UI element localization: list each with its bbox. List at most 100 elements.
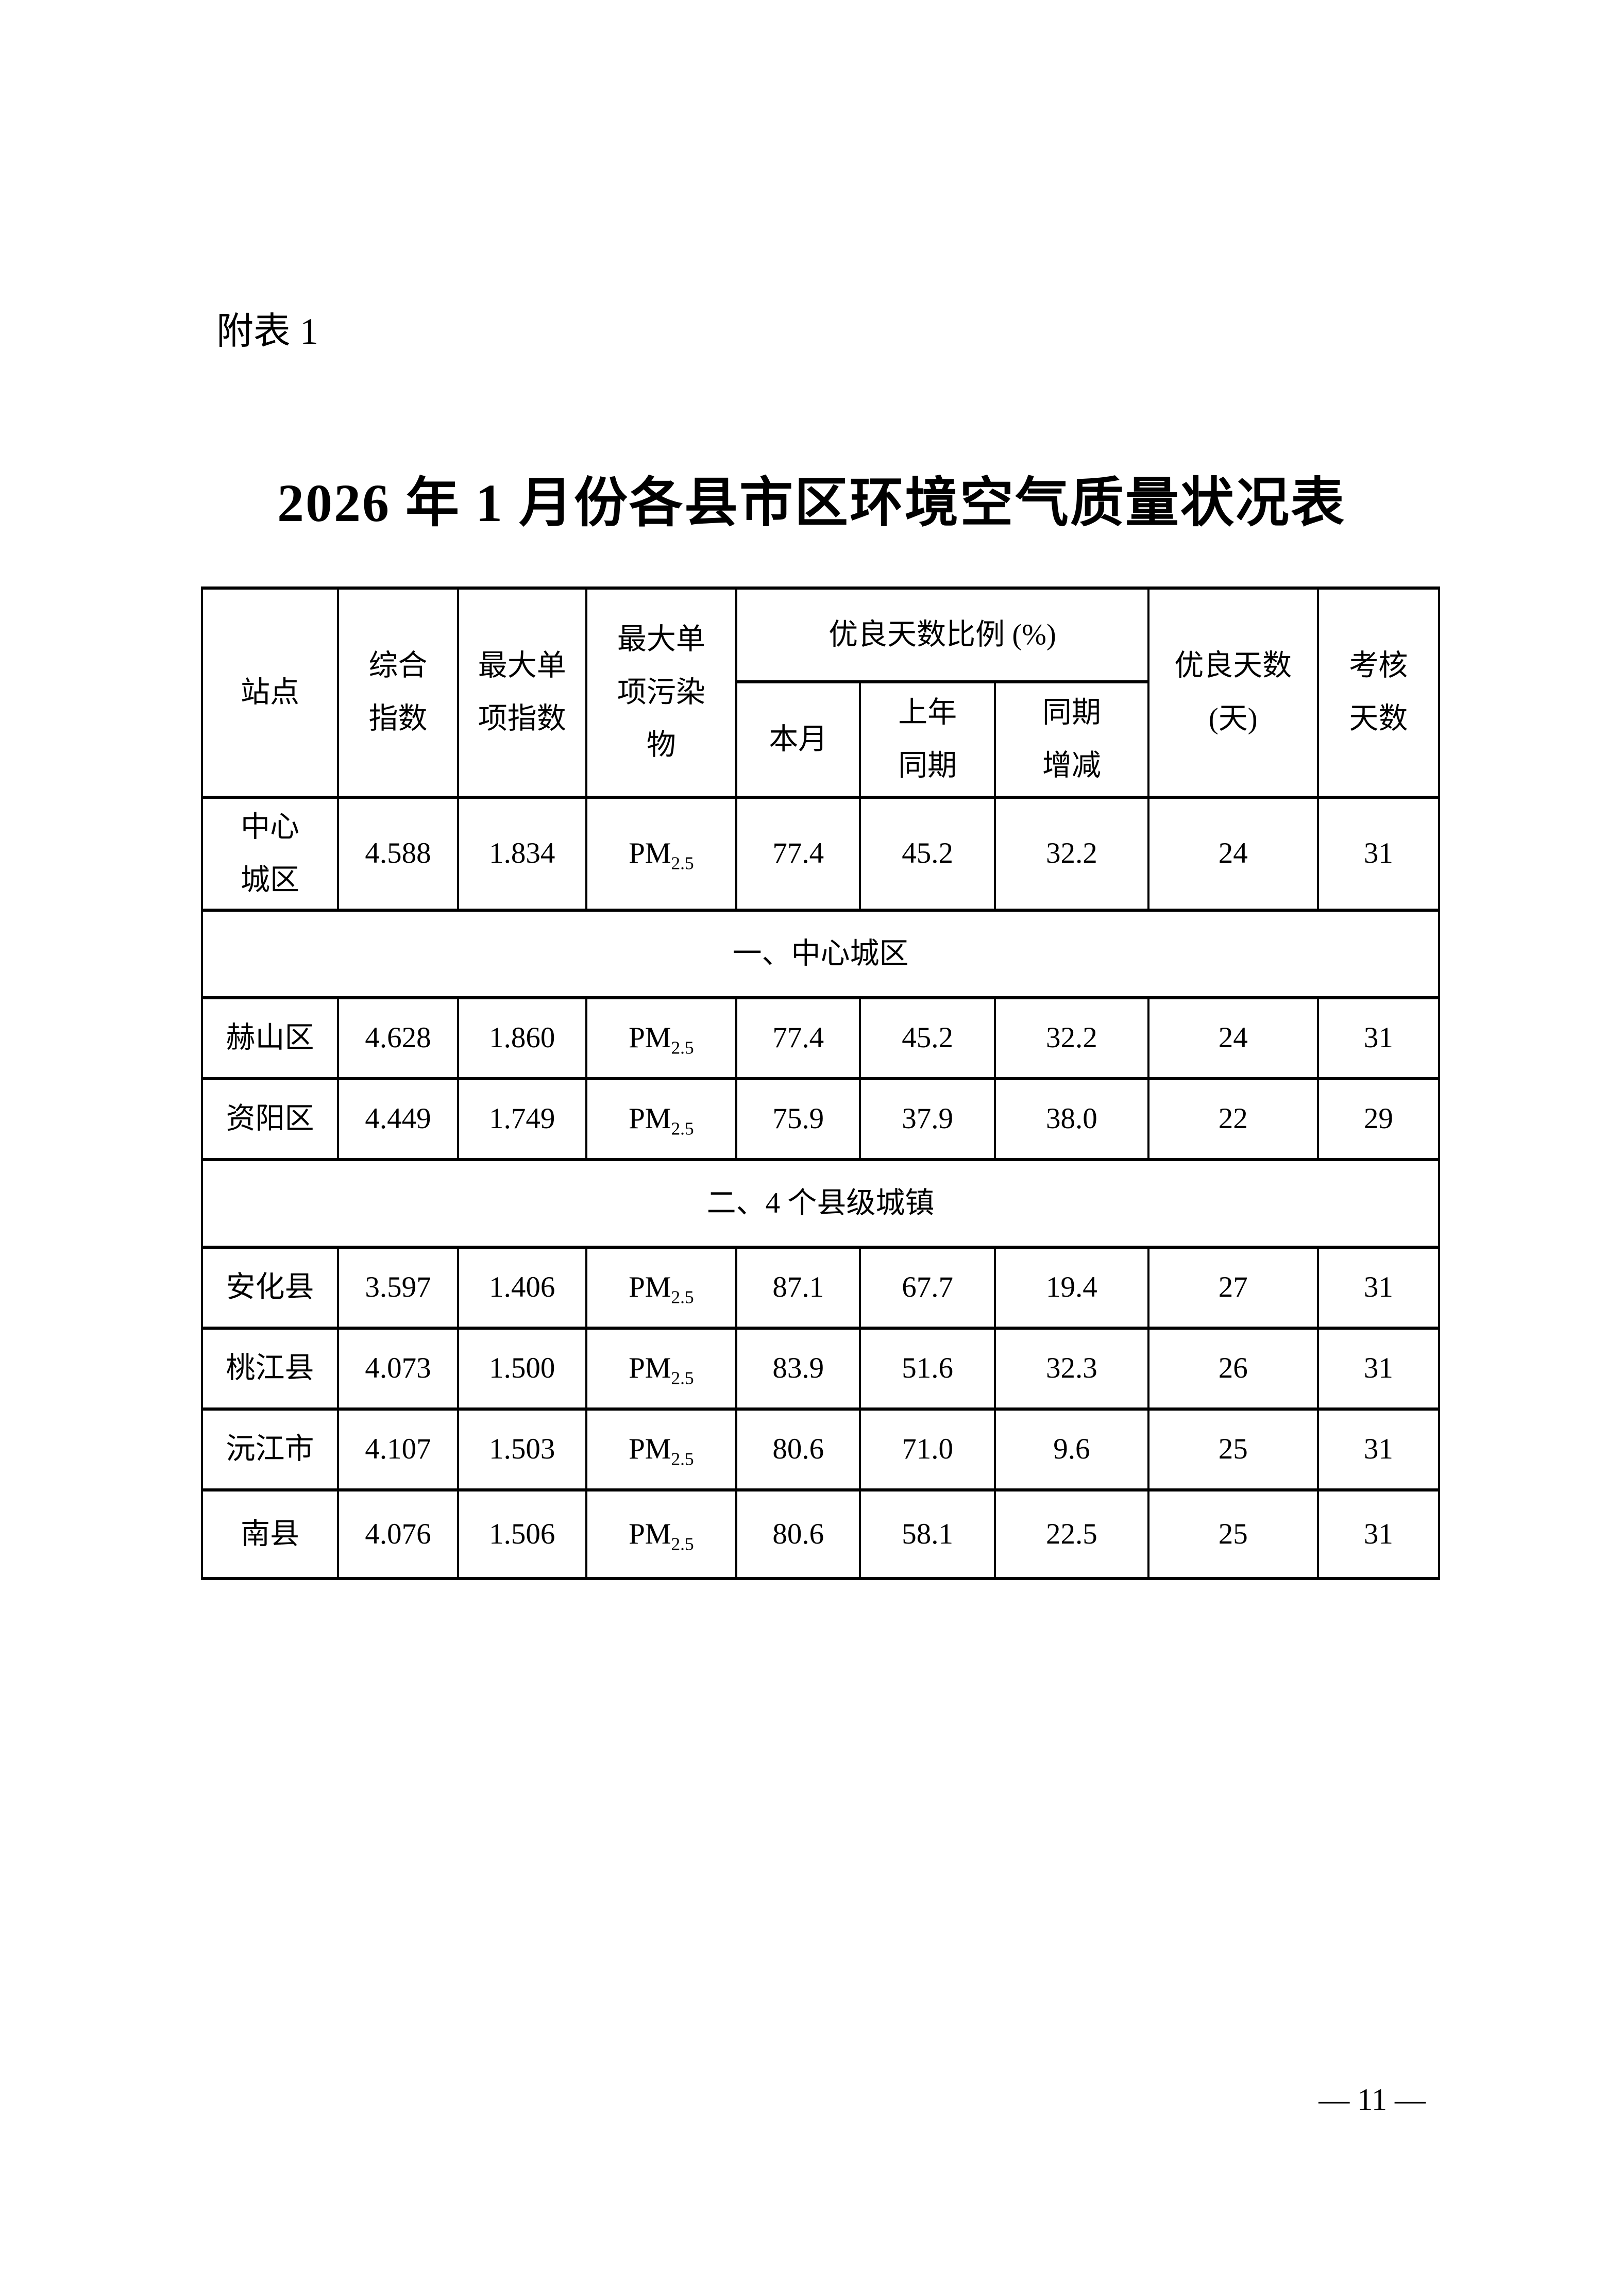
cell-composite-index: 3.597 xyxy=(337,1246,459,1330)
section-label: 一、中心城区 xyxy=(201,909,1440,999)
table-row: 桃江县 4.073 1.500 PM2.5 83.9 51.6 32.3 26 … xyxy=(200,1327,1441,1411)
pollutant-subscript: 2.5 xyxy=(671,853,694,874)
cell-max-single-index: 1.506 xyxy=(457,1488,587,1580)
cell-station: 安化县 xyxy=(200,1246,340,1330)
cell-good-days: 24 xyxy=(1147,796,1319,912)
cell-assessment-days: 31 xyxy=(1316,796,1441,912)
cell-last-year: 67.7 xyxy=(859,1246,996,1330)
section-row: 二、4 个县级城镇 xyxy=(201,1158,1440,1249)
cell-change: 32.3 xyxy=(994,1327,1149,1411)
cell-station: 资阳区 xyxy=(200,1077,340,1161)
cell-good-days: 22 xyxy=(1147,1077,1319,1161)
cell-this-month: 75.9 xyxy=(735,1077,861,1161)
pollutant-base: PM xyxy=(629,1271,671,1304)
cell-assessment-days: 31 xyxy=(1316,1327,1441,1411)
pollutant-subscript: 2.5 xyxy=(671,1037,694,1058)
cell-last-year: 45.2 xyxy=(859,996,996,1080)
cell-pollutant: PM2.5 xyxy=(585,1246,738,1330)
cell-change: 19.4 xyxy=(994,1246,1149,1330)
pollutant-subscript: 2.5 xyxy=(671,1449,694,1469)
cell-station: 沅江市 xyxy=(200,1407,340,1491)
pollutant-base: PM xyxy=(629,1517,671,1550)
cell-this-month: 87.1 xyxy=(735,1246,861,1330)
cell-max-single-index: 1.406 xyxy=(457,1246,587,1330)
cell-station: 桃江县 xyxy=(200,1327,340,1411)
table-row: 赫山区 4.628 1.860 PM2.5 77.4 45.2 32.2 24 … xyxy=(200,996,1441,1080)
header-this-month: 本月 xyxy=(735,680,861,799)
cell-pollutant: PM2.5 xyxy=(585,796,738,912)
cell-max-single-index: 1.503 xyxy=(457,1407,587,1491)
cell-pollutant: PM2.5 xyxy=(585,1407,738,1491)
table-row: 南县 4.076 1.506 PM2.5 80.6 58.1 22.5 25 3… xyxy=(200,1488,1441,1580)
cell-max-single-index: 1.500 xyxy=(457,1327,587,1411)
header-same-period-change: 同期 增减 xyxy=(994,680,1149,799)
pollutant-subscript: 2.5 xyxy=(671,1534,694,1554)
cell-this-month: 80.6 xyxy=(735,1488,861,1580)
cell-pollutant: PM2.5 xyxy=(585,1077,738,1161)
header-good-days-ratio-group: 优良天数比例 (%) xyxy=(735,586,1149,683)
header-good-days: 优良天数 (天) xyxy=(1147,586,1319,799)
cell-change: 22.5 xyxy=(994,1488,1149,1580)
cell-good-days: 26 xyxy=(1147,1327,1319,1411)
cell-max-single-index: 1.749 xyxy=(457,1077,587,1161)
cell-pollutant: PM2.5 xyxy=(585,1488,738,1580)
cell-good-days: 24 xyxy=(1147,996,1319,1080)
cell-station: 赫山区 xyxy=(200,996,340,1080)
cell-this-month: 77.4 xyxy=(735,996,861,1080)
cell-good-days: 27 xyxy=(1147,1246,1319,1330)
cell-change: 38.0 xyxy=(994,1077,1149,1161)
header-assessment-days: 考核 天数 xyxy=(1316,586,1441,799)
cell-max-single-index: 1.834 xyxy=(457,796,587,912)
cell-last-year: 71.0 xyxy=(859,1407,996,1491)
cell-assessment-days: 31 xyxy=(1316,1407,1441,1491)
pollutant-subscript: 2.5 xyxy=(671,1118,694,1139)
section-label: 二、4 个县级城镇 xyxy=(201,1158,1440,1249)
header-max-single-pollutant: 最大单 项污染 物 xyxy=(585,586,738,799)
cell-composite-index: 4.076 xyxy=(337,1488,459,1580)
pollutant-base: PM xyxy=(629,1352,671,1385)
air-quality-table: 站点 综合 指数 最大单 项指数 最大单 项污染 物 优良天数比例 (%) 优良… xyxy=(200,586,1441,1580)
cell-change: 9.6 xyxy=(994,1407,1149,1491)
cell-assessment-days: 31 xyxy=(1316,1488,1441,1580)
cell-pollutant: PM2.5 xyxy=(585,996,738,1080)
table-row: 安化县 3.597 1.406 PM2.5 87.1 67.7 19.4 27 … xyxy=(200,1246,1441,1330)
cell-assessment-days: 31 xyxy=(1316,996,1441,1080)
appendix-label: 附表 1 xyxy=(216,311,319,352)
cell-this-month: 83.9 xyxy=(735,1327,861,1411)
page-title: 2026 年 1 月份各县市区环境空气质量状况表 xyxy=(277,474,1346,533)
cell-this-month: 77.4 xyxy=(735,796,861,912)
cell-station: 南县 xyxy=(200,1488,340,1580)
pollutant-base: PM xyxy=(629,1021,671,1054)
header-last-year-same-period: 上年 同期 xyxy=(859,680,996,799)
table-row: 中心 城区 4.588 1.834 PM2.5 77.4 45.2 32.2 2… xyxy=(200,796,1441,912)
cell-station: 中心 城区 xyxy=(200,796,340,912)
table-row: 资阳区 4.449 1.749 PM2.5 75.9 37.9 38.0 22 … xyxy=(200,1077,1441,1161)
cell-pollutant: PM2.5 xyxy=(585,1327,738,1411)
cell-composite-index: 4.449 xyxy=(337,1077,459,1161)
section-row: 一、中心城区 xyxy=(201,909,1440,999)
cell-last-year: 37.9 xyxy=(859,1077,996,1161)
cell-assessment-days: 31 xyxy=(1316,1246,1441,1330)
cell-good-days: 25 xyxy=(1147,1407,1319,1491)
pollutant-subscript: 2.5 xyxy=(671,1287,694,1308)
header-max-single-index: 最大单 项指数 xyxy=(457,586,587,799)
cell-assessment-days: 29 xyxy=(1316,1077,1441,1161)
header-row-1: 站点 综合 指数 最大单 项指数 最大单 项污染 物 优良天数比例 (%) 优良… xyxy=(200,586,1441,799)
cell-last-year: 51.6 xyxy=(859,1327,996,1411)
cell-composite-index: 4.628 xyxy=(337,996,459,1080)
cell-change: 32.2 xyxy=(994,796,1149,912)
table-row: 沅江市 4.107 1.503 PM2.5 80.6 71.0 9.6 25 3… xyxy=(200,1407,1441,1491)
cell-composite-index: 4.107 xyxy=(337,1407,459,1491)
cell-last-year: 58.1 xyxy=(859,1488,996,1580)
cell-last-year: 45.2 xyxy=(859,796,996,912)
pollutant-base: PM xyxy=(629,1433,671,1466)
cell-composite-index: 4.588 xyxy=(337,796,459,912)
cell-good-days: 25 xyxy=(1147,1488,1319,1580)
cell-composite-index: 4.073 xyxy=(337,1327,459,1411)
header-row-2: 本月 上年 同期 同期 增减 xyxy=(202,680,1439,799)
pollutant-base: PM xyxy=(629,837,671,870)
cell-max-single-index: 1.860 xyxy=(457,996,587,1080)
header-station: 站点 xyxy=(200,586,340,799)
cell-change: 32.2 xyxy=(994,996,1149,1080)
cell-this-month: 80.6 xyxy=(735,1407,861,1491)
